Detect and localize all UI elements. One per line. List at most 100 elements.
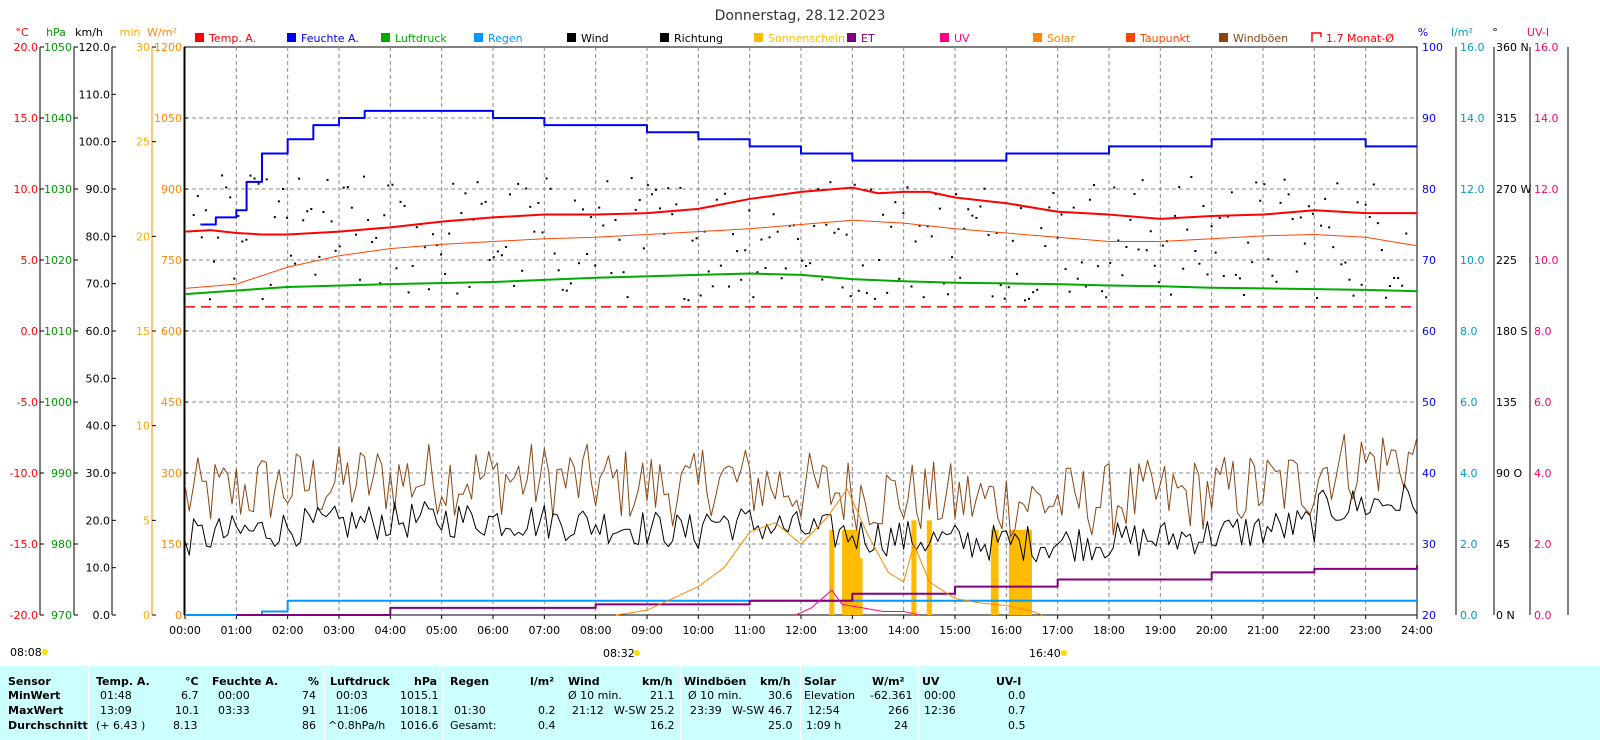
wind-direction-point [561, 288, 564, 291]
wind-direction-point [553, 252, 556, 255]
chart-title: Donnerstag, 28.12.2023 [715, 8, 886, 24]
left-axis-unit: min [120, 26, 141, 39]
right-axis-tick-label: 360 N [1496, 41, 1529, 54]
wind-direction-point [1389, 284, 1392, 287]
left-axis-unit: W/m² [147, 26, 177, 39]
left-axis-unit: °C [15, 26, 29, 39]
wind-max-dir: W-SW [614, 704, 647, 717]
feuchte-header: Feuchte A. [212, 675, 279, 688]
wind-direction-point [926, 225, 929, 228]
left-axis-tick-label: 0 [175, 609, 182, 622]
wind-direction-point [796, 238, 799, 241]
wind-direction-point [1097, 265, 1100, 268]
right-axis-tick-label: 16.0 [1460, 41, 1485, 54]
wind-direction-point [1251, 261, 1254, 264]
right-axis-tick-label: 10.0 [1534, 254, 1559, 267]
wind-direction-point [1198, 262, 1201, 265]
wind-direction-point [427, 288, 430, 291]
right-axis-tick-label: 0.0 [1534, 609, 1552, 622]
left-axis-tick-label: 60.0 [86, 325, 111, 338]
wind-direction-point [1028, 297, 1031, 300]
wind-direction-point [375, 236, 378, 239]
wind-direction-point [1032, 291, 1035, 294]
wind-direction-point [772, 213, 775, 216]
wind-direction-point [882, 213, 885, 216]
wind-direction-point [1202, 205, 1205, 208]
wind-direction-point [1267, 258, 1270, 261]
wind-direction-point [517, 182, 520, 185]
left-axis-tick-label: 750 [161, 254, 182, 267]
right-axis-tick-label: 0.0 [1460, 609, 1478, 622]
left-axis-tick-label: 600 [161, 325, 182, 338]
wind-direction-point [841, 286, 844, 289]
sunrise-icon [42, 649, 48, 655]
wind-direction-point [971, 214, 974, 217]
right-axis-tick-label: 14.0 [1460, 112, 1485, 125]
wind-direction-point [431, 233, 434, 236]
x-axis-tick-label: 24:00 [1401, 624, 1433, 637]
right-axis-tick-label: 2.0 [1534, 538, 1552, 551]
legend-label: Wind [581, 32, 609, 45]
wind-direction-point [667, 187, 670, 190]
luftdruck-unit: hPa [414, 675, 438, 688]
wind-direction-point [590, 216, 593, 219]
left-axis-tick-label: 20 [136, 230, 150, 243]
wind-direction-point [1121, 274, 1124, 277]
right-axis-tick-label: 10.0 [1460, 254, 1485, 267]
wind-direction-point [1194, 250, 1197, 253]
wind-direction-point [1210, 225, 1213, 228]
wind-direction-point [1064, 268, 1067, 271]
right-axis-tick-label: 60 [1422, 325, 1436, 338]
wind-direction-point [533, 230, 536, 233]
wind-direction-point [1226, 215, 1229, 218]
wind-direction-point [395, 267, 398, 270]
x-axis-tick-label: 12:00 [785, 624, 817, 637]
left-axis-tick-label: 1050 [44, 41, 72, 54]
x-axis-tick-label: 13:00 [836, 624, 868, 637]
wind-direction-point [1230, 191, 1233, 194]
wind-direction-point [354, 233, 357, 236]
wind-direction-point [456, 292, 459, 295]
right-axis-tick-label: 20 [1422, 609, 1436, 622]
wind-direction-point [1364, 203, 1367, 206]
legend-label: Richtung [674, 32, 723, 45]
uv-max-time: 12:36 [924, 704, 956, 717]
x-axis-tick-label: 23:00 [1350, 624, 1382, 637]
wind-direction-point [1153, 264, 1156, 267]
wind-direction-point [1287, 193, 1290, 196]
wind-direction-point [865, 292, 868, 295]
x-axis-tick-label: 02:00 [272, 624, 304, 637]
wind-direction-point [492, 256, 495, 259]
feuchte-max-time: 03:33 [218, 704, 250, 717]
wind-direction-point [322, 211, 325, 214]
right-axis-tick-label: 4.0 [1534, 467, 1552, 480]
wind-direction-point [1328, 226, 1331, 229]
legend-swatch [474, 33, 483, 42]
column-separator [563, 666, 564, 740]
wind-direction-point [1291, 218, 1294, 221]
wind-direction-point [987, 233, 990, 236]
column-separator [207, 666, 208, 740]
wind-direction-point [411, 265, 414, 268]
wind-direction-point [602, 224, 605, 227]
row-label-avg: Durchschnitt [8, 719, 88, 732]
wind-direction-point [573, 199, 576, 202]
wind-direction-point [659, 207, 662, 210]
sunshine-bar [911, 520, 917, 615]
wind-direction-point [452, 182, 455, 185]
left-axis-tick-label: 150 [161, 538, 182, 551]
wind-direction-point [1105, 296, 1108, 299]
wind-direction-point [951, 256, 954, 259]
right-axis-tick-label: 16.0 [1534, 41, 1559, 54]
left-axis-tick-label: -5.0 [17, 396, 38, 409]
right-axis-unit: UV-I [1527, 26, 1549, 39]
wind-direction-point [638, 199, 641, 202]
left-axis-tick-label: 100.0 [79, 136, 111, 149]
x-axis-tick-label: 19:00 [1144, 624, 1176, 637]
wind-direction-point [1133, 192, 1136, 195]
wind-direction-point [1401, 284, 1404, 287]
wind-direction-point [983, 187, 986, 190]
legend-swatch [847, 33, 856, 42]
wind-direction-point [1214, 251, 1217, 254]
wind-direction-point [1084, 285, 1087, 288]
